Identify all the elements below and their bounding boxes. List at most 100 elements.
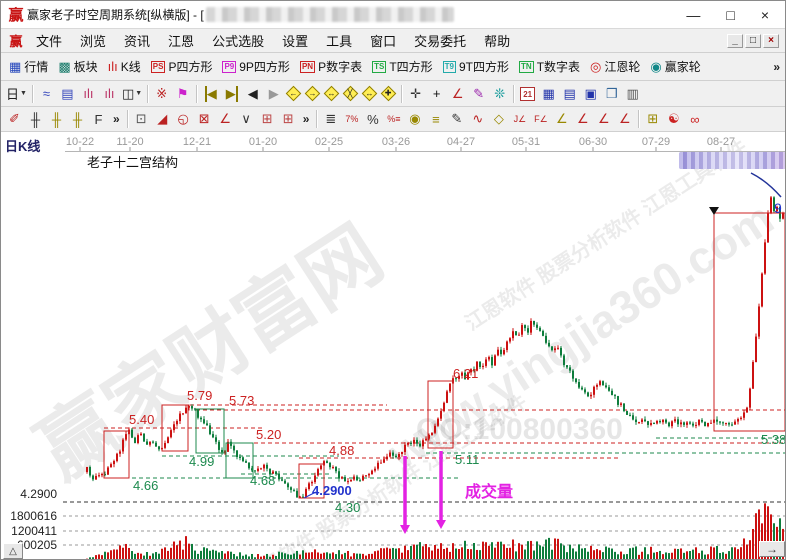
menu-5[interactable]: 公式选股 xyxy=(212,33,265,49)
minimize-button[interactable]: — xyxy=(686,6,701,23)
toolbar-main-overflow-button[interactable]: » xyxy=(773,59,780,74)
p-square-button[interactable]: PS P四方形 xyxy=(146,57,218,76)
menu-7[interactable]: 工具 xyxy=(326,33,353,49)
candle-style-dropdown[interactable]: ◫ ▼ xyxy=(120,84,144,104)
candle-body xyxy=(95,476,97,480)
menu-6[interactable]: 设置 xyxy=(282,33,309,49)
prev-icon[interactable]: ◀ xyxy=(242,84,263,104)
win-angle-icon[interactable]: ∠ xyxy=(593,109,614,129)
menu-9[interactable]: 交易委托 xyxy=(414,33,467,49)
yinyang-icon[interactable]: ☯ xyxy=(663,109,684,129)
percent-icon[interactable]: % xyxy=(362,109,383,129)
wave-icon[interactable]: ≈ xyxy=(36,84,57,104)
angle-measure-icon[interactable]: ∠ xyxy=(447,84,468,104)
notes-icon[interactable]: ▤ xyxy=(559,84,580,104)
f-angle-icon[interactable]: F∠ xyxy=(530,109,551,129)
chart-area[interactable]: 赢家财富网 www.yingjia360.com QQ:100800360 江恩软件 … xyxy=(1,132,786,560)
mdi-restore-button[interactable]: □ xyxy=(745,33,761,48)
kline-button[interactable]: ılı K线 xyxy=(103,57,146,76)
crosshair-icon[interactable]: + xyxy=(426,84,447,104)
diamond-right-icon[interactable]: → xyxy=(304,85,321,102)
flag-chart-icon[interactable]: ⚑ xyxy=(172,84,193,104)
sectors-button[interactable]: ▩ 板块 xyxy=(53,57,102,76)
quotes-button[interactable]: ▦ 行情 xyxy=(4,57,53,76)
zigzag-icon[interactable]: ∨ xyxy=(236,109,257,129)
period-dropdown[interactable]: 日 ▼ xyxy=(4,84,29,104)
window-title: 赢家老子时空周期系统[纵横版] - [ xyxy=(27,8,204,22)
diamond-left-icon[interactable]: ← xyxy=(285,85,302,102)
percent7-icon[interactable]: 7% xyxy=(341,109,362,129)
gann-arc-icon[interactable]: ◵ xyxy=(173,109,194,129)
menu-1[interactable]: 文件 xyxy=(36,33,63,49)
chart-copy-icon[interactable]: ❒ xyxy=(601,84,622,104)
next-icon[interactable]: ▶ xyxy=(263,84,284,104)
price-chart[interactable]: 赢家财富网www.yingjia360.comQQ:100800360江恩软件 … xyxy=(1,132,786,560)
gann-fan-icon[interactable]: ◢ xyxy=(152,109,173,129)
overflow-chevron-2[interactable]: » xyxy=(302,112,310,126)
mdi-minimize-button[interactable]: _ xyxy=(727,33,743,48)
candle-body xyxy=(776,206,778,212)
percent-lines-icon[interactable]: %≡ xyxy=(383,109,404,129)
9t-square-button[interactable]: T9 9T四方形 xyxy=(438,57,514,76)
p-table-button[interactable]: PN P数字表 xyxy=(295,57,367,76)
skip-first-icon[interactable]: ◀ xyxy=(200,84,221,104)
calculator-icon[interactable]: ▦ xyxy=(538,84,559,104)
speed-angle-icon[interactable]: ∠ xyxy=(572,109,593,129)
t-square-button[interactable]: TS T四方形 xyxy=(367,57,438,76)
golden-lines-icon[interactable]: ≡ xyxy=(425,109,446,129)
four-angle-icon[interactable]: ∠ xyxy=(614,109,635,129)
f-grid-icon[interactable]: F xyxy=(88,109,109,129)
menu-3[interactable]: 资讯 xyxy=(124,33,151,49)
calendar-icon[interactable]: 21 xyxy=(517,84,538,104)
gann-rays-icon[interactable]: ⊠ xyxy=(194,109,215,129)
golden-grid-icon[interactable]: ╫ xyxy=(46,109,67,129)
pan-hand-icon[interactable]: ✛ xyxy=(405,84,426,104)
info-doc-icon[interactable]: ▤ xyxy=(57,84,78,104)
menu-10[interactable]: 帮助 xyxy=(484,33,511,49)
maximize-button[interactable]: □ xyxy=(726,6,735,23)
gann-grid-arrow-icon[interactable]: ⊞ xyxy=(278,109,299,129)
brush-tool-icon[interactable]: ✐ xyxy=(4,109,25,129)
teal-flower-icon[interactable]: ❊ xyxy=(489,84,510,104)
volume-bar xyxy=(599,550,601,559)
scroll-right-button[interactable]: → xyxy=(759,541,785,557)
golden-diamond-icon[interactable]: ◇ xyxy=(488,109,509,129)
diamond-all-icon[interactable]: ✚ xyxy=(380,85,397,102)
box-tool-icon[interactable]: ⊡ xyxy=(131,109,152,129)
diamond-hmove-icon[interactable]: ↔ xyxy=(323,85,340,102)
menu-8[interactable]: 窗口 xyxy=(370,33,397,49)
grid-tool-icon[interactable]: ╫ xyxy=(25,109,46,129)
strike-icon[interactable]: ※ xyxy=(151,84,172,104)
scroll-left-button[interactable]: △ xyxy=(3,543,23,559)
golden-grid2-icon[interactable]: ╫ xyxy=(67,109,88,129)
golden-angle-icon[interactable]: ∠ xyxy=(551,109,572,129)
infinity-icon[interactable]: ∞ xyxy=(684,109,705,129)
overflow-chevron-1[interactable]: » xyxy=(113,112,120,126)
candle-body xyxy=(536,324,538,328)
printer-icon[interactable]: ▥ xyxy=(622,84,643,104)
winner-wheel-button[interactable]: ◉ 赢家轮 xyxy=(645,57,705,76)
selected-stock-label-blurred[interactable] xyxy=(679,152,785,169)
menu-4[interactable]: 江恩 xyxy=(168,33,195,49)
menu-2[interactable]: 浏览 xyxy=(80,33,107,49)
9p-square-button[interactable]: P9 9P四方形 xyxy=(217,57,294,76)
golden-circle-icon[interactable]: ◉ xyxy=(404,109,425,129)
angle-line-icon[interactable]: ∠ xyxy=(215,109,236,129)
save-icon[interactable]: ▣ xyxy=(580,84,601,104)
bars9-icon[interactable]: ılı xyxy=(99,84,120,104)
gann-grid-icon[interactable]: ⊞ xyxy=(257,109,278,129)
j-angle-icon[interactable]: J∠ xyxy=(509,109,530,129)
t-table-button[interactable]: TN T数字表 xyxy=(514,57,585,76)
wave-ab-icon[interactable]: ∿ xyxy=(467,109,488,129)
list-candle-icon[interactable]: ≣ xyxy=(320,109,341,129)
diamond-cross-icon[interactable]: ╳ xyxy=(342,85,359,102)
close-button[interactable]: × xyxy=(760,6,769,23)
pen-tool-icon[interactable]: ✎ xyxy=(446,109,467,129)
yellow-grid-icon[interactable]: ⊞ xyxy=(642,109,663,129)
purple-pen-icon[interactable]: ✎ xyxy=(468,84,489,104)
skip-last-icon[interactable]: ▶ xyxy=(221,84,242,104)
bars3-icon[interactable]: ılı xyxy=(78,84,99,104)
diamond-expand-icon[interactable]: ↔ xyxy=(361,85,378,102)
mdi-close-button[interactable]: × xyxy=(763,33,779,48)
gann-wheel-button[interactable]: ◎ 江恩轮 xyxy=(585,57,645,76)
